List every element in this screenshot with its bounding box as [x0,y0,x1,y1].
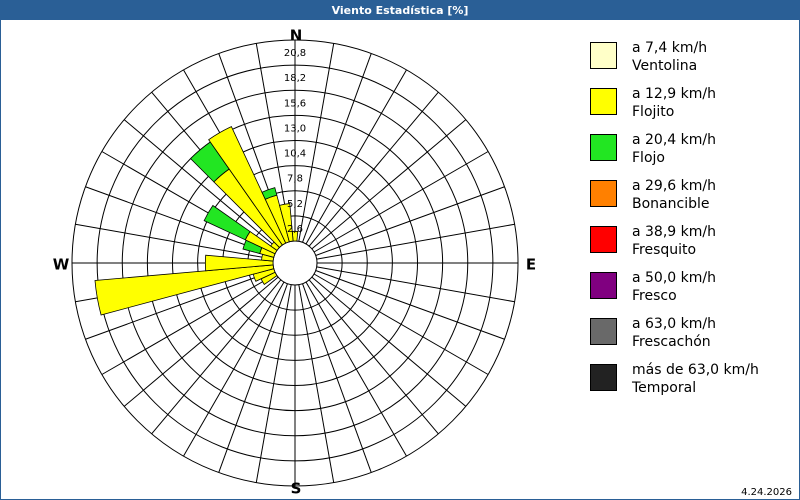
grid [71,39,519,487]
legend-description: Bonancible [632,196,709,212]
legend-swatch [590,134,617,161]
ring-label: 5,2 [287,199,303,210]
legend-description: Frescachón [632,334,711,350]
petal-segment [291,230,299,242]
legend-description: Fresco [632,288,677,304]
grid-ring [197,165,393,361]
legend-label: a 20,4 km/h [632,132,716,148]
petals: 2,6 5,2 7,8 10,4 13,0 15,6 18,2 20,8 [94,48,317,316]
grid-ring [121,89,469,437]
legend-description: Flojo [632,150,665,166]
legend-swatch [590,180,617,207]
direction-label: N [290,27,303,45]
legend-label: a 50,0 km/h [632,270,716,286]
grid-ring [71,39,519,487]
petal-segment [204,254,274,272]
legend-label: a 29,6 km/h [632,178,716,194]
ring-label: 7,8 [287,174,303,185]
legend-swatch [590,364,617,391]
legend-label: a 63,0 km/h [632,316,716,332]
direction-label: S [291,480,302,498]
ring-label: 10,4 [284,149,306,160]
grid-ring [96,64,494,462]
chart-title: Viento Estadística [%] [332,4,469,17]
ring-label: 2,6 [287,224,303,235]
petal-segment [94,264,275,316]
grid-ring [146,114,444,412]
legend-label: a 38,9 km/h [632,224,716,240]
legend-description: Flojito [632,104,674,120]
legend-description: Fresquito [632,242,696,258]
legend-swatch [590,272,617,299]
legend-label: más de 63,0 km/h [632,362,759,378]
grid-ring [172,140,418,386]
direction-label: W [53,256,70,274]
ring-label: 18,2 [284,73,306,84]
legend-description: Temporal [631,380,696,396]
petal-segment [203,204,251,241]
legend-label: a 12,9 km/h [632,86,716,102]
petal-segment [208,126,287,246]
legend-label: a 7,4 km/h [632,40,707,56]
legend-swatch [590,42,617,69]
title-bar [0,0,800,20]
ring-label: 20,8 [284,48,306,59]
legend-swatch [590,318,617,345]
legend-description: Ventolina [632,58,697,74]
legend-swatch [590,88,617,115]
ring-label: 15,6 [284,98,306,109]
ring-label: 13,0 [284,123,306,134]
legend-swatch [590,226,617,253]
petal-segment [261,187,278,200]
petal-segment [279,203,294,243]
direction-label: E [526,256,536,274]
date: 4.24.2026 [741,487,792,498]
